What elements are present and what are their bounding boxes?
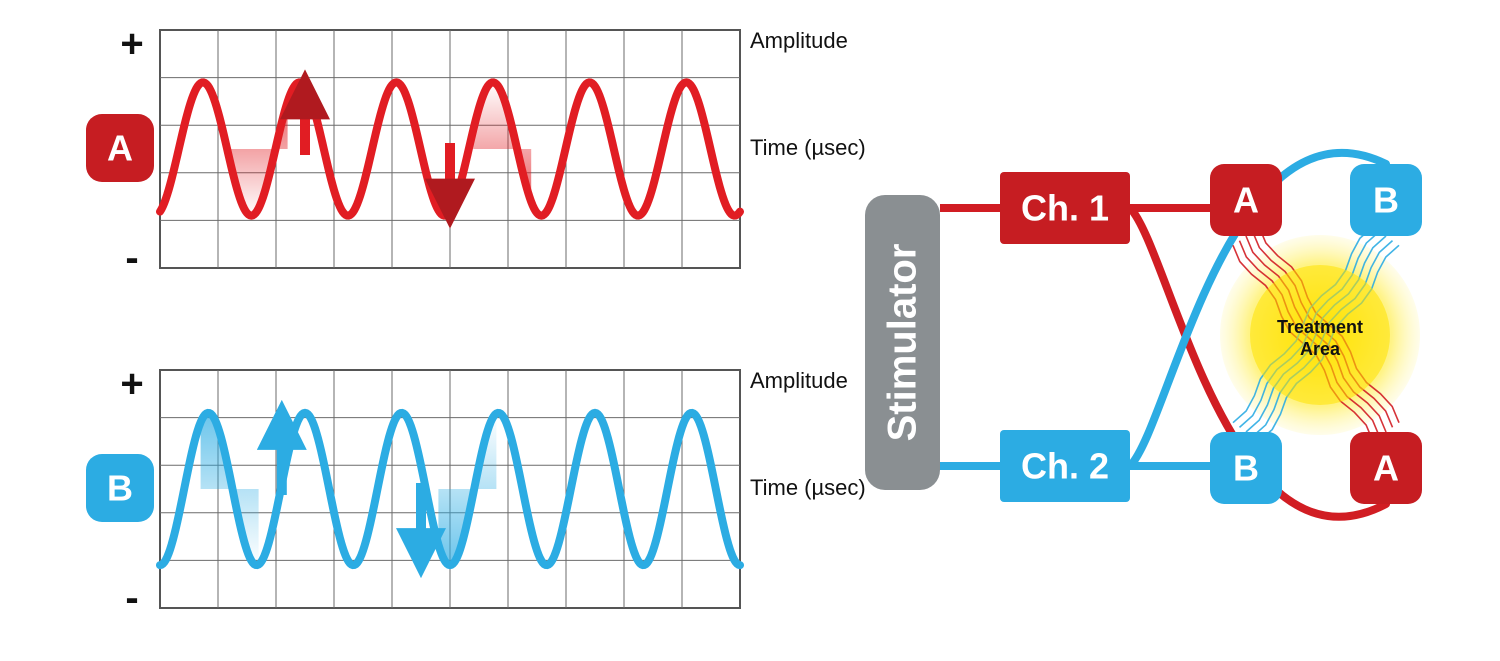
treatment-label-2: Area bbox=[1300, 339, 1341, 359]
waveform-chart-a: Amplitude Time (µsec) + - A bbox=[86, 22, 866, 280]
channel-badge-label: A bbox=[107, 128, 133, 169]
electrode-badge-label: B bbox=[1233, 448, 1259, 489]
stimulator-label: Stimulator bbox=[881, 244, 925, 442]
time-label: Time (µsec) bbox=[750, 475, 866, 500]
waveform-chart-b: Amplitude Time (µsec) + - B bbox=[86, 362, 866, 620]
channel-badge-label: B bbox=[107, 468, 133, 509]
amplitude-label: Amplitude bbox=[750, 368, 848, 393]
interferential-circuit-diagram: TreatmentArea Stimulator Ch. 1 Ch. 2 A B B A bbox=[865, 153, 1422, 517]
electrode-badge-label: A bbox=[1373, 448, 1399, 489]
minus-label: - bbox=[125, 236, 138, 280]
amplitude-label: Amplitude bbox=[750, 28, 848, 53]
minus-label: - bbox=[125, 576, 138, 620]
plus-label: + bbox=[120, 22, 143, 66]
electrode-badge-label: B bbox=[1373, 180, 1399, 221]
electrode-badge-label: A bbox=[1233, 180, 1259, 221]
time-label: Time (µsec) bbox=[750, 135, 866, 160]
diagram-root: Amplitude Time (µsec) + - A Amplitude Time (µ… bbox=[0, 0, 1500, 661]
treatment-label-1: Treatment bbox=[1277, 317, 1363, 337]
channel-box-label: Ch. 2 bbox=[1021, 446, 1109, 487]
plus-label: + bbox=[120, 362, 143, 406]
channel-box-label: Ch. 1 bbox=[1021, 188, 1109, 229]
